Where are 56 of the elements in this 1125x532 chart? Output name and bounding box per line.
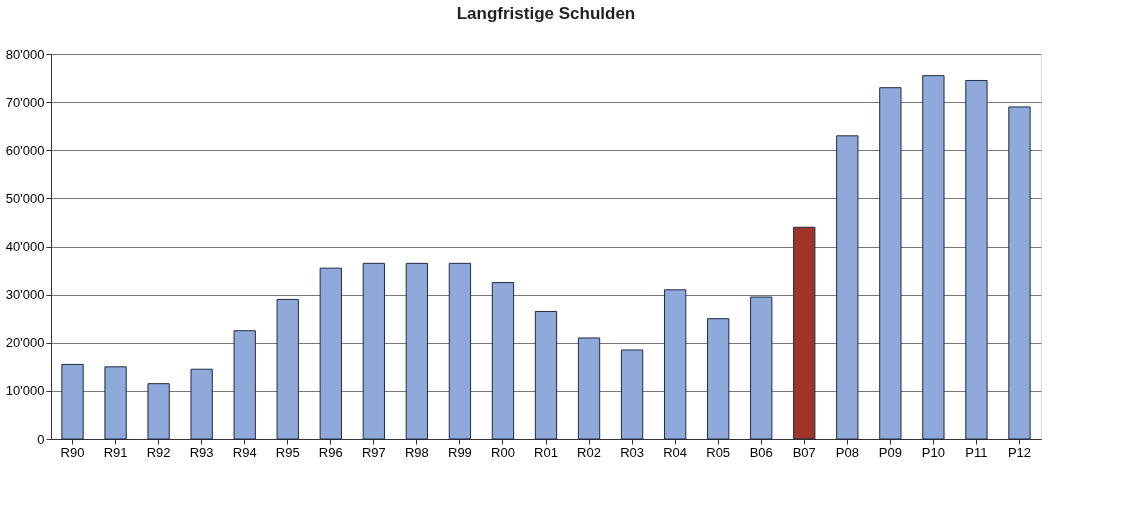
y-tick-label: 10'000: [5, 383, 45, 399]
bar: [405, 262, 429, 440]
y-tick-label: 0: [37, 431, 45, 447]
bar: [836, 135, 859, 440]
bar: [319, 267, 342, 440]
y-tick-label: 30'000: [5, 287, 45, 303]
x-tick-label: P08: [835, 444, 859, 460]
bar: [534, 310, 558, 440]
chart-title: Langfristige Schulden: [456, 4, 636, 23]
bar: [707, 318, 730, 440]
bar: [793, 226, 816, 440]
y-tick-label: 70'000: [5, 94, 45, 110]
x-tick-label: R00: [491, 444, 515, 460]
x-tick-label: R98: [404, 444, 429, 460]
bar: [147, 383, 170, 440]
x-tick-label: R96: [318, 444, 343, 460]
x-tick-label: R93: [189, 444, 214, 460]
y-tick-label: 80'000: [5, 46, 45, 62]
bar: [61, 363, 84, 440]
x-tick-label: P09: [878, 444, 902, 460]
x-tick-label: R91: [103, 444, 128, 460]
bar: [491, 282, 515, 440]
x-tick-label: R90: [60, 444, 85, 460]
bar: [190, 368, 213, 440]
x-tick-label: R03: [620, 444, 645, 460]
bar: [276, 298, 299, 440]
bar: [577, 337, 601, 440]
x-tick-label: R04: [663, 444, 688, 460]
x-tick-label: P12: [1007, 444, 1032, 460]
bar: [1008, 106, 1031, 440]
bar: [233, 330, 256, 440]
y-tick-label: 20'000: [5, 335, 45, 351]
bar: [922, 75, 945, 440]
x-tick-label: R97: [361, 444, 386, 460]
bar: [663, 289, 687, 440]
y-tick-label: 50'000: [5, 190, 45, 206]
x-tick-label: B07: [792, 444, 816, 460]
x-tick-label: R02: [577, 444, 601, 460]
x-tick-label: B06: [749, 444, 773, 460]
bar: [879, 87, 902, 440]
bar: [965, 79, 988, 440]
x-tick-label: P11: [965, 444, 988, 460]
x-tick-label: R01: [534, 444, 558, 460]
x-tick-label: R95: [275, 444, 300, 460]
x-tick-label: R05: [706, 444, 731, 460]
x-tick-label: R99: [447, 444, 472, 460]
bar: [750, 296, 773, 440]
x-tick-label: R92: [146, 444, 171, 460]
bar: [448, 262, 472, 440]
y-tick-label: 40'000: [5, 239, 45, 254]
bar: [104, 366, 127, 440]
x-tick-label: P10: [921, 444, 945, 460]
bar: [620, 349, 644, 440]
y-tick-label: 60'000: [5, 142, 45, 158]
bar: [362, 262, 385, 440]
x-tick-label: R94: [232, 444, 257, 460]
